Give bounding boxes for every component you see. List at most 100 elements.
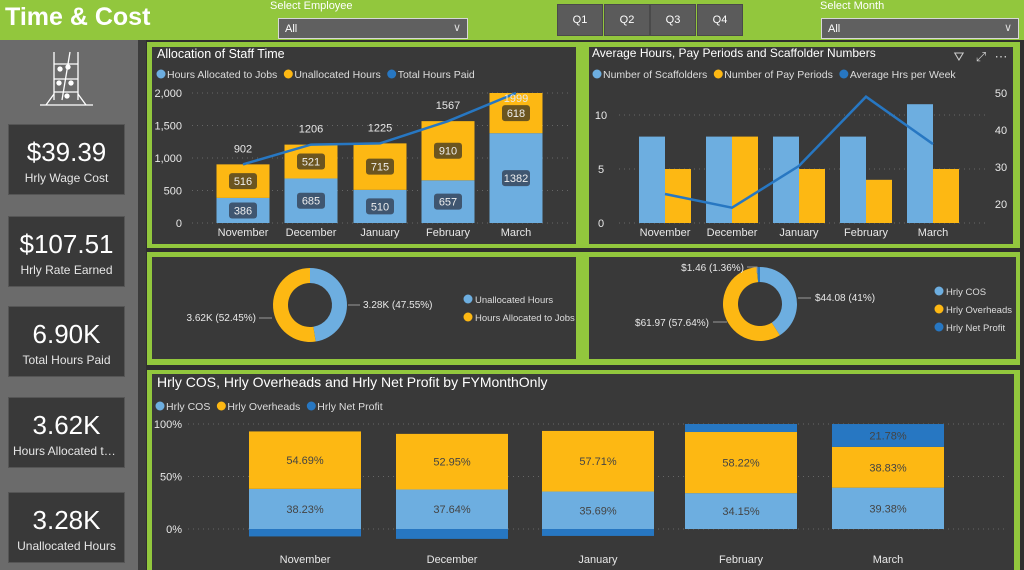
x-tick-label: February bbox=[426, 227, 471, 239]
data-label: 38.23% bbox=[286, 504, 324, 516]
data-label: 618 bbox=[507, 108, 525, 120]
data-label: 52.95% bbox=[433, 457, 471, 469]
y-tick-label: 1,000 bbox=[154, 153, 182, 165]
x-tick-label: November bbox=[640, 227, 691, 239]
chart-allocation-of-staff-time[interactable]: Allocation of Staff Time Hours Allocated … bbox=[152, 47, 576, 244]
scaffold-logo-icon bbox=[40, 51, 93, 106]
data-label: 910 bbox=[439, 146, 457, 158]
y-tick-label: 5 bbox=[598, 164, 604, 176]
legend-item: Hrly COS bbox=[946, 287, 986, 298]
data-label: 1382 bbox=[504, 173, 528, 185]
kpi-label: Total Hours Paid bbox=[22, 353, 111, 367]
line-data-label: 1206 bbox=[299, 124, 323, 136]
legend-marker bbox=[306, 401, 316, 411]
bar-segment bbox=[685, 493, 797, 529]
x-tick-label: March bbox=[873, 554, 904, 566]
data-label-box bbox=[229, 202, 257, 219]
bar bbox=[907, 104, 933, 223]
x-tick-label: January bbox=[360, 227, 400, 239]
data-label: 386 bbox=[234, 205, 252, 217]
bar-segment bbox=[396, 529, 508, 539]
x-tick-label: December bbox=[427, 554, 478, 566]
data-label: 37.64% bbox=[433, 504, 471, 516]
bar bbox=[866, 179, 892, 223]
line-total-hours-paid bbox=[242, 91, 517, 166]
data-label: 38.83% bbox=[869, 462, 907, 474]
y-tick-label: 2,000 bbox=[154, 88, 182, 100]
y2-tick-label: 50 bbox=[995, 88, 1007, 100]
month-value: All bbox=[828, 23, 841, 35]
data-label: 57.71% bbox=[579, 456, 617, 468]
data-label-box bbox=[434, 193, 462, 210]
q3-button[interactable]: Q3 bbox=[650, 4, 696, 36]
bar bbox=[933, 169, 959, 223]
kpi-label: Hours Allocated to Jobs bbox=[13, 444, 124, 458]
legend-item: Hrly Net Profit bbox=[946, 323, 1005, 334]
legend-marker bbox=[839, 69, 849, 79]
employee-value: All bbox=[285, 23, 298, 35]
data-label-box bbox=[366, 198, 394, 215]
x-tick-label: December bbox=[286, 227, 337, 239]
donut-slice bbox=[310, 268, 347, 342]
y-tick-label: 0% bbox=[166, 524, 182, 536]
line-data-label: 1567 bbox=[436, 100, 460, 112]
data-label: 21.78% bbox=[869, 430, 907, 442]
legend-marker bbox=[713, 69, 723, 79]
data-label-box bbox=[434, 142, 462, 159]
slice-label: 3.62K (52.45%) bbox=[187, 313, 257, 324]
bar-segment bbox=[542, 430, 654, 492]
bar-segment bbox=[685, 432, 797, 494]
line-data-label: 1225 bbox=[368, 122, 392, 134]
x-tick-label: February bbox=[719, 554, 764, 566]
legend-item: Hrly COS bbox=[166, 401, 210, 413]
bar-segment bbox=[396, 433, 508, 490]
donut-hours-allocation[interactable]: 3.28K (47.55%) Unallocated Hours 3.62K (52… bbox=[152, 257, 576, 359]
donut-slice bbox=[756, 267, 760, 283]
chart-average-hours-pay-periods[interactable]: Average Hours, Pay Periods and Scaffolde… bbox=[589, 47, 1013, 244]
chart-title: Allocation of Staff Time bbox=[157, 47, 285, 61]
data-label: 35.69% bbox=[579, 505, 617, 517]
bar-segment bbox=[249, 488, 361, 529]
line-data-label: 902 bbox=[234, 143, 252, 155]
month-dropdown[interactable]: All ∨ bbox=[821, 18, 1019, 39]
legend-marker bbox=[387, 69, 397, 79]
data-label: 58.22% bbox=[722, 458, 760, 470]
data-label: 685 bbox=[302, 196, 320, 208]
legend-item: Unallocated Hours bbox=[475, 295, 553, 306]
x-tick-label: January bbox=[779, 227, 819, 239]
x-tick-label: February bbox=[844, 227, 889, 239]
more-options-icon[interactable]: ⋯ bbox=[995, 49, 1008, 64]
donut-hourly-breakdown[interactable]: $44.08 (41%) Hrly COS $61.97 (57.64%) Hrly … bbox=[589, 257, 1016, 359]
data-label: 516 bbox=[234, 176, 252, 188]
data-label: 54.69% bbox=[286, 455, 324, 467]
focus-mode-icon[interactable]: ⤢ bbox=[976, 49, 986, 64]
data-label: 715 bbox=[371, 162, 389, 174]
bar-segment bbox=[249, 529, 361, 537]
bar bbox=[732, 136, 758, 223]
x-tick-label: March bbox=[501, 227, 532, 239]
y-tick-label: 100% bbox=[154, 419, 182, 431]
filter-icon[interactable]: ⛛ bbox=[954, 49, 965, 64]
employee-dropdown[interactable]: All ∨ bbox=[278, 18, 468, 39]
chart-hrly-cos-overheads-profit[interactable]: Hrly COS, Hrly Overheads and Hrly Net Pr… bbox=[152, 374, 1014, 570]
q4-button[interactable]: Q4 bbox=[697, 4, 743, 36]
slice-label: $1.46 (1.36%) bbox=[681, 263, 744, 274]
bar-segment bbox=[249, 431, 361, 489]
data-label: 510 bbox=[371, 201, 389, 213]
slice-label: $61.97 (57.64%) bbox=[635, 318, 709, 329]
bar-segment bbox=[396, 489, 508, 529]
legend-marker bbox=[463, 312, 473, 322]
chart-title: Hrly COS, Hrly Overheads and Hrly Net Pr… bbox=[157, 374, 548, 390]
legend-item: Hours Allocated to Jobs bbox=[167, 69, 277, 81]
leader-line bbox=[747, 266, 758, 273]
q1-button[interactable]: Q1 bbox=[557, 4, 603, 36]
legend-item: Average Hrs per Week bbox=[850, 69, 957, 81]
kpi-value: $39.39 bbox=[26, 137, 107, 167]
data-label-box bbox=[366, 158, 394, 175]
data-label: 34.15% bbox=[722, 506, 760, 518]
q2-button[interactable]: Q2 bbox=[604, 4, 650, 36]
x-tick-label: January bbox=[578, 554, 618, 566]
header-bar: Time & Cost Select Employee All ∨ Q1 Q2 Q… bbox=[0, 0, 1024, 40]
legend-item: Hrly Net Profit bbox=[317, 401, 382, 413]
legend-item: Hours Allocated to Jobs bbox=[475, 313, 575, 324]
